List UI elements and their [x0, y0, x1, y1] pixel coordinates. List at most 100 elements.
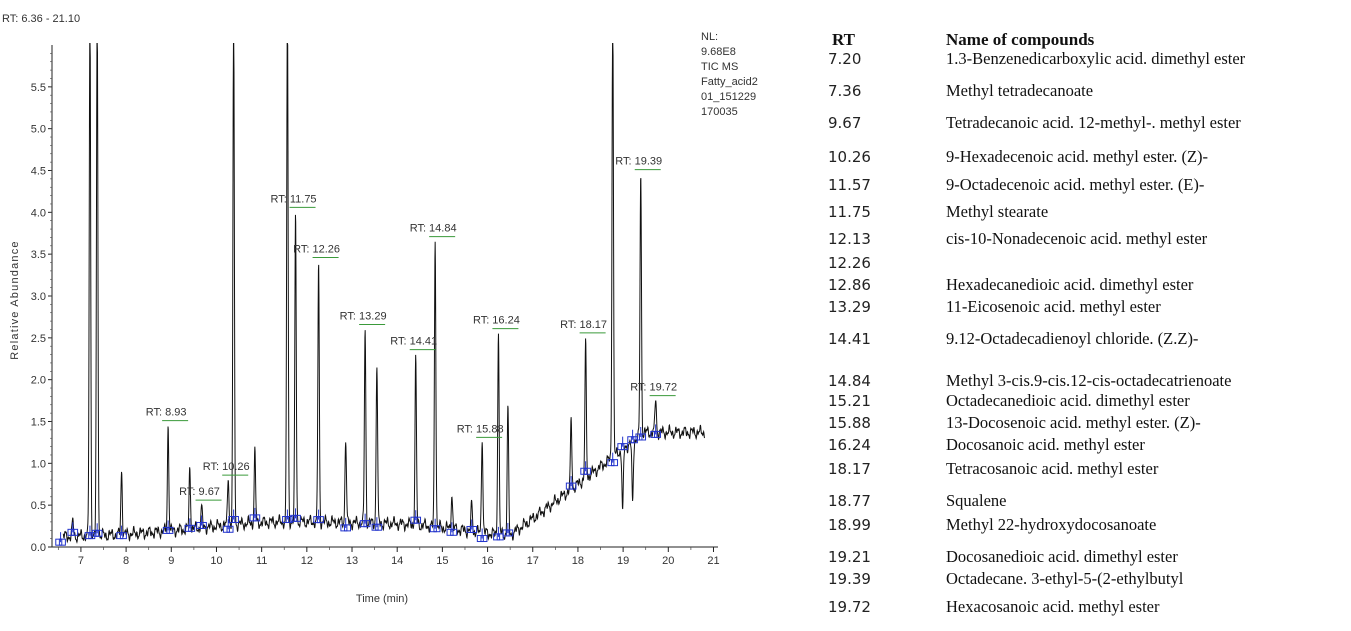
- peak-boundary-marker: [639, 433, 647, 441]
- peak-boundary-marker: [316, 516, 324, 524]
- compound-name-cell: 9-Hexadecenoic acid. methyl ester. (Z)-: [946, 147, 1209, 166]
- y-tick-label: 1.5: [31, 417, 46, 429]
- rt-cell: 11.57: [828, 176, 871, 194]
- peak-boundary-marker: [635, 433, 643, 441]
- peak-boundary-marker: [290, 514, 298, 522]
- peak-label: RT: 12.26: [293, 244, 340, 256]
- peak-label: RT: 11.75: [270, 193, 316, 205]
- peak-boundary-marker: [450, 528, 458, 536]
- plot-area: 0.0 0.5 1.0 1.5 2.0 2.5 3.0 3.5 4.0 4.5 5.0 5.5 7 8 9 1…: [31, 43, 720, 567]
- peak-label: RT: 10.26: [203, 461, 250, 473]
- y-tick-label: 3.5: [31, 249, 46, 261]
- info-line: TIC MS: [701, 61, 738, 73]
- compound-name-cell: cis-10-Nonadecenoic acid. methyl ester: [946, 229, 1208, 248]
- peak-boundary-marker: [611, 459, 619, 467]
- x-tick-label: 14: [391, 555, 403, 567]
- rt-cell: 12.86: [828, 276, 871, 294]
- compound-name-cell: Methyl tetradecanoate: [946, 81, 1094, 100]
- peak-boundary-marker: [199, 521, 207, 529]
- peak-boundary-marker: [95, 529, 103, 537]
- x-tick-label: 16: [481, 555, 493, 567]
- compound-name-cell: Methyl 22-hydroxydocosanoate: [946, 515, 1157, 534]
- peak-boundary-marker: [228, 516, 236, 524]
- peak-label: RT: 14.84: [410, 223, 457, 235]
- peak-boundary-marker: [480, 535, 488, 543]
- x-tick-label: 20: [662, 555, 674, 567]
- peak-label: RT: 13.29: [340, 310, 387, 322]
- peak-label: RT: 9.67: [179, 486, 220, 498]
- peak-boundary-marker: [429, 525, 437, 533]
- peak-boundary-marker: [249, 514, 257, 522]
- compound-name-cell: 9.12-Octadecadienoyl chloride. (Z.Z)-: [946, 329, 1199, 348]
- peak-boundary-marker: [583, 467, 591, 475]
- peak-boundary-marker: [84, 532, 92, 540]
- peak-boundary-marker: [67, 528, 75, 536]
- peak-label: RT: 8.93: [146, 407, 187, 419]
- x-tick-label: 8: [123, 555, 129, 567]
- rt-cell: 10.26: [828, 148, 871, 166]
- y-tick-label: 3.0: [31, 291, 46, 303]
- peak-boundary-marker: [470, 525, 478, 533]
- x-tick-label: 19: [617, 555, 629, 567]
- peak-boundary-marker: [313, 516, 321, 524]
- info-line: NL:: [701, 31, 718, 43]
- peak-boundary-marker: [231, 516, 239, 524]
- y-tick-label: 4.0: [31, 207, 46, 219]
- compound-name-cell: 1.3-Benzenedicarboxylic acid. dimethyl e…: [946, 49, 1246, 68]
- rt-cell: 7.36: [828, 82, 862, 100]
- peak-boundary-marker: [620, 443, 628, 451]
- peak-boundary-marker: [466, 525, 474, 533]
- peak-boundary-marker: [627, 436, 635, 444]
- peak-boundary-marker: [565, 482, 573, 490]
- x-tick-label: 18: [572, 555, 584, 567]
- x-tick-label: 21: [707, 555, 719, 567]
- rt-cell: 19.39: [828, 570, 871, 588]
- peak-boundary-marker: [506, 529, 514, 537]
- peak-boundary-marker: [650, 430, 658, 438]
- rt-cell: 19.21: [828, 548, 871, 566]
- peak-boundary-marker: [476, 535, 484, 543]
- x-axis-title: Time (min): [356, 593, 408, 605]
- peak-boundary-marker: [433, 525, 441, 533]
- peak-boundary-marker: [188, 524, 196, 532]
- peak-boundary-marker: [607, 459, 615, 467]
- chromatogram-trace: [62, 43, 705, 544]
- chromatogram-chart: RT: 6.36 - 21.10 NL: 9.68E8 TIC MS Fatty_ac…: [2, 13, 758, 605]
- peak-boundary-marker: [375, 523, 383, 531]
- peak-boundary-marker: [446, 528, 454, 536]
- y-axis-title: Relative Abundance: [9, 240, 21, 359]
- rt-cell: 12.13: [828, 230, 871, 248]
- peak-boundary-marker: [58, 538, 66, 546]
- peak-label: RT: 19.39: [615, 156, 662, 168]
- peak-boundary-marker: [116, 532, 124, 540]
- peak-boundary-marker: [222, 525, 230, 533]
- peak-boundary-marker: [343, 524, 351, 532]
- header-rt: RT: [832, 30, 856, 49]
- peak-boundary-marker: [569, 482, 577, 490]
- peak-boundary-marker: [340, 524, 348, 532]
- y-tick-label: 0.0: [31, 542, 46, 554]
- compound-name-cell: Methyl 3-cis.9-cis.12-cis-octadecatrieno…: [946, 371, 1232, 390]
- peak-boundary-marker: [71, 528, 79, 536]
- rt-cell: 18.17: [828, 460, 871, 478]
- peak-boundary-marker: [502, 529, 510, 537]
- peak-boundary-marker: [282, 516, 290, 524]
- peak-label: RT: 15.88: [457, 423, 504, 435]
- peak-boundary-marker: [359, 520, 367, 528]
- rt-cell: 14.41: [828, 330, 871, 348]
- peak-label: RT: 19.72: [630, 382, 677, 394]
- compound-name-cell: Hexacosanoic acid. methyl ester: [946, 597, 1160, 616]
- compound-name-cell: 11-Eicosenoic acid. methyl ester: [946, 297, 1161, 316]
- compound-name-cell: Docosanoic acid. methyl ester: [946, 435, 1145, 454]
- peak-boundary-marker: [184, 524, 192, 532]
- info-block: NL: 9.68E8 TIC MS Fatty_acid2 01_151229 17003…: [701, 31, 758, 118]
- info-line: 170035: [701, 106, 738, 118]
- compound-name-cell: Octadecane. 3-ethyl-5-(2-ethylbutyl: [946, 569, 1184, 588]
- peak-boundary-marker: [371, 523, 379, 531]
- peak-label: RT: 16.24: [473, 315, 520, 327]
- peak-boundary-marker: [55, 538, 63, 546]
- compound-name-cell: Octadecanedioic acid. dimethyl ester: [946, 391, 1190, 410]
- y-tick-label: 0.5: [31, 500, 46, 512]
- range-label: RT: 6.36 - 21.10: [2, 13, 80, 25]
- rt-cell: 14.84: [828, 372, 871, 390]
